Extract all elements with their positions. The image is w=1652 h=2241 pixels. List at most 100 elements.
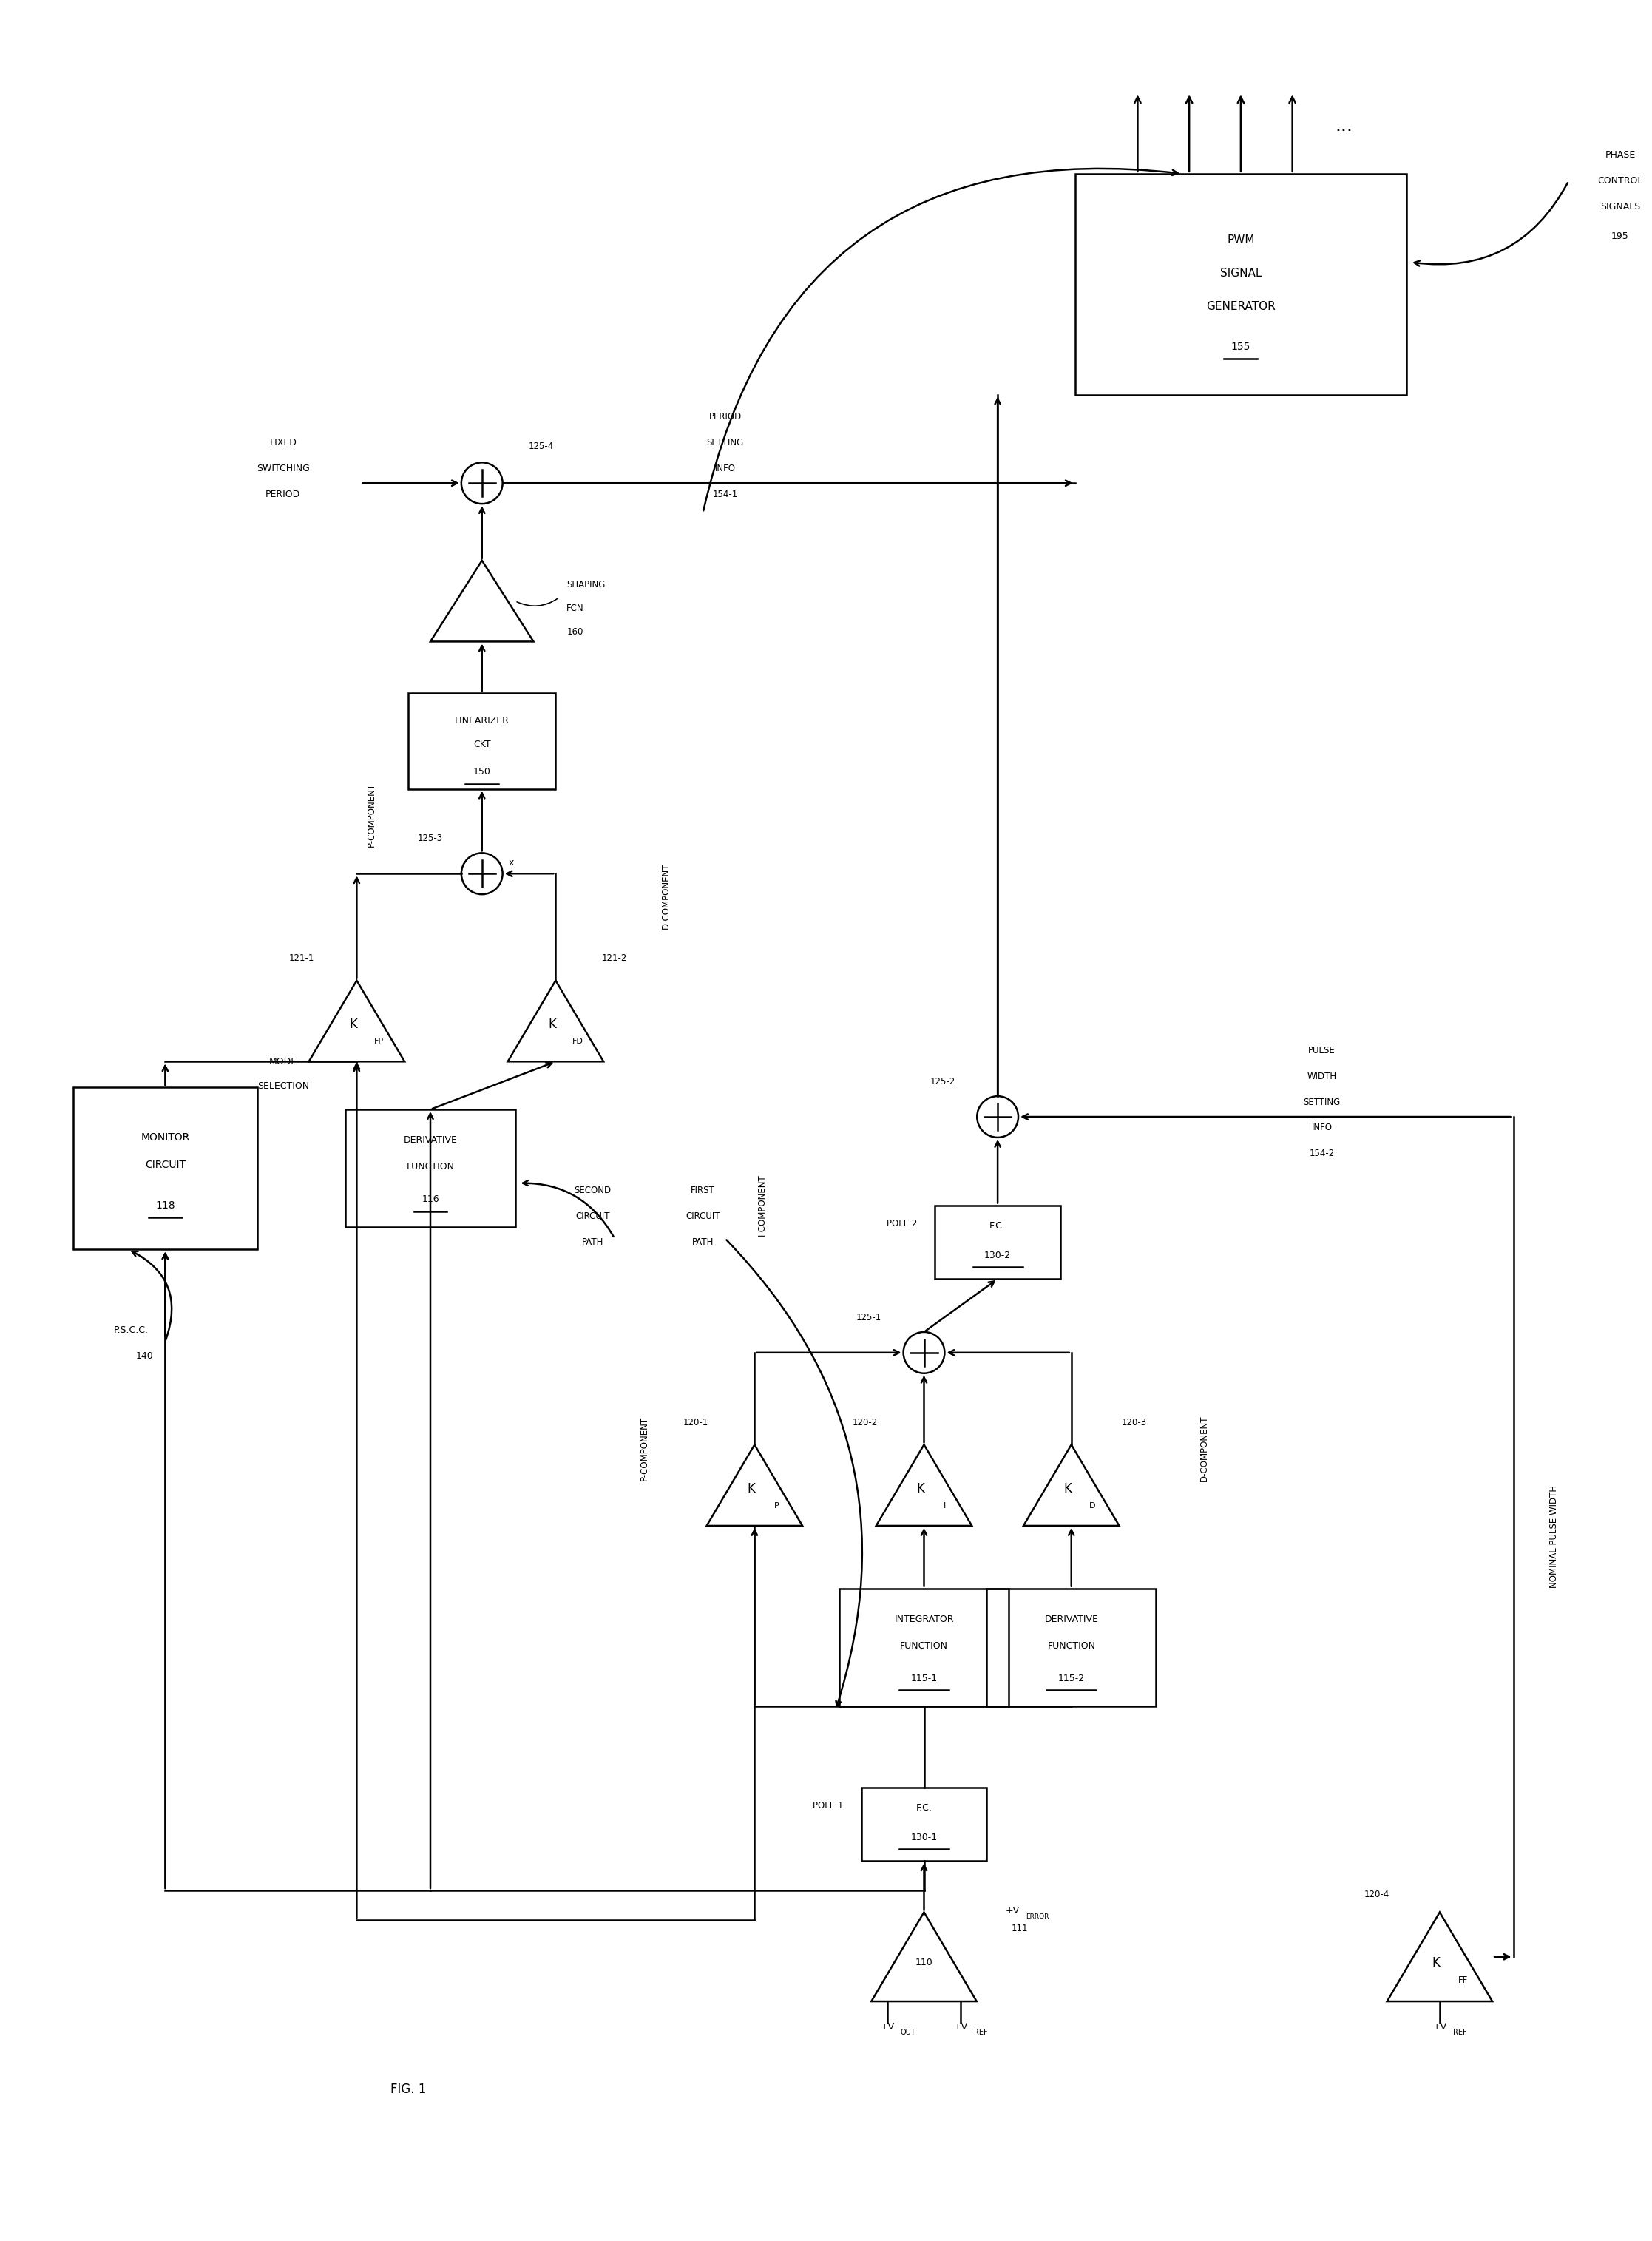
Text: MONITOR: MONITOR <box>140 1132 190 1143</box>
Text: 120-1: 120-1 <box>682 1419 709 1428</box>
Text: 120-2: 120-2 <box>852 1419 877 1428</box>
Text: FUNCTION: FUNCTION <box>406 1163 454 1172</box>
Text: WIDTH: WIDTH <box>1307 1071 1336 1080</box>
Text: +V: +V <box>881 2021 894 2033</box>
Text: 121-1: 121-1 <box>289 955 314 964</box>
Text: NOMINAL PULSE WIDTH: NOMINAL PULSE WIDTH <box>1550 1486 1559 1589</box>
Text: MODE: MODE <box>269 1058 297 1067</box>
Text: 116: 116 <box>421 1194 439 1203</box>
Text: FP: FP <box>373 1038 383 1044</box>
Text: GENERATOR: GENERATOR <box>1206 300 1275 311</box>
Bar <box>986 1589 1156 1705</box>
Text: PHASE: PHASE <box>1606 150 1635 159</box>
Text: 155: 155 <box>1231 341 1251 352</box>
Text: CONTROL: CONTROL <box>1597 177 1642 186</box>
Text: 125-1: 125-1 <box>856 1313 882 1322</box>
Text: I-COMPONENT: I-COMPONENT <box>757 1174 767 1237</box>
Text: P.S.C.C.: P.S.C.C. <box>114 1327 149 1336</box>
Text: POLE 2: POLE 2 <box>887 1219 917 1228</box>
Text: K: K <box>1432 1956 1441 1970</box>
Text: PWM: PWM <box>1227 235 1254 247</box>
Text: PATH: PATH <box>582 1237 603 1246</box>
Text: F.C.: F.C. <box>990 1221 1006 1230</box>
Bar <box>345 1109 515 1228</box>
Text: 115-2: 115-2 <box>1057 1674 1085 1683</box>
Text: FIXED: FIXED <box>269 437 297 448</box>
Text: D-COMPONENT: D-COMPONENT <box>1199 1416 1209 1481</box>
Text: F.C.: F.C. <box>915 1804 932 1813</box>
Text: P: P <box>775 1501 780 1510</box>
Text: FIRST: FIRST <box>691 1185 715 1194</box>
Text: 125-3: 125-3 <box>418 834 443 843</box>
Bar <box>861 1788 986 1860</box>
Text: SECOND: SECOND <box>573 1185 611 1194</box>
Bar <box>839 1589 1009 1705</box>
Text: +V: +V <box>1006 1907 1019 1916</box>
Text: CIRCUIT: CIRCUIT <box>575 1212 610 1221</box>
Text: FF: FF <box>1459 1977 1469 1986</box>
Text: 118: 118 <box>155 1201 175 1210</box>
Text: 160: 160 <box>567 627 583 636</box>
Text: ERROR: ERROR <box>1026 1914 1049 1921</box>
Text: SELECTION: SELECTION <box>258 1080 309 1091</box>
Text: 125-2: 125-2 <box>930 1076 955 1087</box>
Bar <box>73 1087 258 1250</box>
Text: PULSE: PULSE <box>1308 1047 1335 1056</box>
Text: PATH: PATH <box>692 1237 714 1246</box>
Text: 115-1: 115-1 <box>910 1674 937 1683</box>
Text: SIGNALS: SIGNALS <box>1601 202 1640 211</box>
Bar <box>1075 173 1406 394</box>
Bar <box>935 1206 1061 1280</box>
Text: I: I <box>943 1501 947 1510</box>
Text: FD: FD <box>572 1038 583 1044</box>
Text: OUT: OUT <box>900 2028 915 2037</box>
Text: K: K <box>1064 1481 1072 1495</box>
Text: D-COMPONENT: D-COMPONENT <box>661 863 671 928</box>
Text: SETTING: SETTING <box>707 437 743 448</box>
Text: DERIVATIVE: DERIVATIVE <box>403 1136 458 1145</box>
Text: x: x <box>509 858 514 867</box>
Text: 140: 140 <box>135 1351 154 1360</box>
Text: ...: ... <box>1335 117 1353 134</box>
Text: 195: 195 <box>1611 231 1629 242</box>
Text: 120-3: 120-3 <box>1122 1419 1146 1428</box>
Text: P-COMPONENT: P-COMPONENT <box>639 1416 649 1481</box>
Text: INFO: INFO <box>1312 1123 1332 1132</box>
Text: REF: REF <box>975 2028 988 2037</box>
Text: 110: 110 <box>915 1959 933 1968</box>
Text: K: K <box>349 1017 357 1031</box>
Text: K: K <box>548 1017 557 1031</box>
Text: REF: REF <box>1454 2028 1467 2037</box>
Text: SWITCHING: SWITCHING <box>256 464 309 473</box>
Text: K: K <box>917 1481 925 1495</box>
Text: 150: 150 <box>472 766 491 778</box>
Text: P-COMPONENT: P-COMPONENT <box>367 782 377 847</box>
Text: +V: +V <box>1432 2021 1447 2033</box>
Text: FUNCTION: FUNCTION <box>900 1640 948 1652</box>
Text: CIRCUIT: CIRCUIT <box>145 1159 185 1170</box>
Text: 125-4: 125-4 <box>529 441 553 450</box>
Text: DERIVATIVE: DERIVATIVE <box>1044 1614 1099 1625</box>
Text: INTEGRATOR: INTEGRATOR <box>894 1614 953 1625</box>
Text: 130-1: 130-1 <box>910 1833 937 1842</box>
Text: 120-4: 120-4 <box>1365 1889 1389 1898</box>
Text: SETTING: SETTING <box>1303 1098 1340 1107</box>
Text: FCN: FCN <box>567 603 585 614</box>
Bar <box>408 692 555 789</box>
Text: 154-1: 154-1 <box>712 489 738 500</box>
Text: 130-2: 130-2 <box>985 1250 1011 1259</box>
Text: FIG. 1: FIG. 1 <box>390 2082 426 2095</box>
Text: CKT: CKT <box>472 740 491 748</box>
Text: D: D <box>1089 1501 1095 1510</box>
Text: LINEARIZER: LINEARIZER <box>454 715 509 726</box>
Text: SIGNAL: SIGNAL <box>1219 267 1262 278</box>
Text: 121-2: 121-2 <box>601 955 628 964</box>
Text: SHAPING: SHAPING <box>567 580 605 589</box>
Text: INFO: INFO <box>715 464 735 473</box>
Text: PERIOD: PERIOD <box>709 412 742 421</box>
Text: FUNCTION: FUNCTION <box>1047 1640 1095 1652</box>
Text: K: K <box>747 1481 755 1495</box>
Text: PERIOD: PERIOD <box>266 489 301 500</box>
Text: 154-2: 154-2 <box>1308 1150 1335 1159</box>
Text: CIRCUIT: CIRCUIT <box>686 1212 720 1221</box>
